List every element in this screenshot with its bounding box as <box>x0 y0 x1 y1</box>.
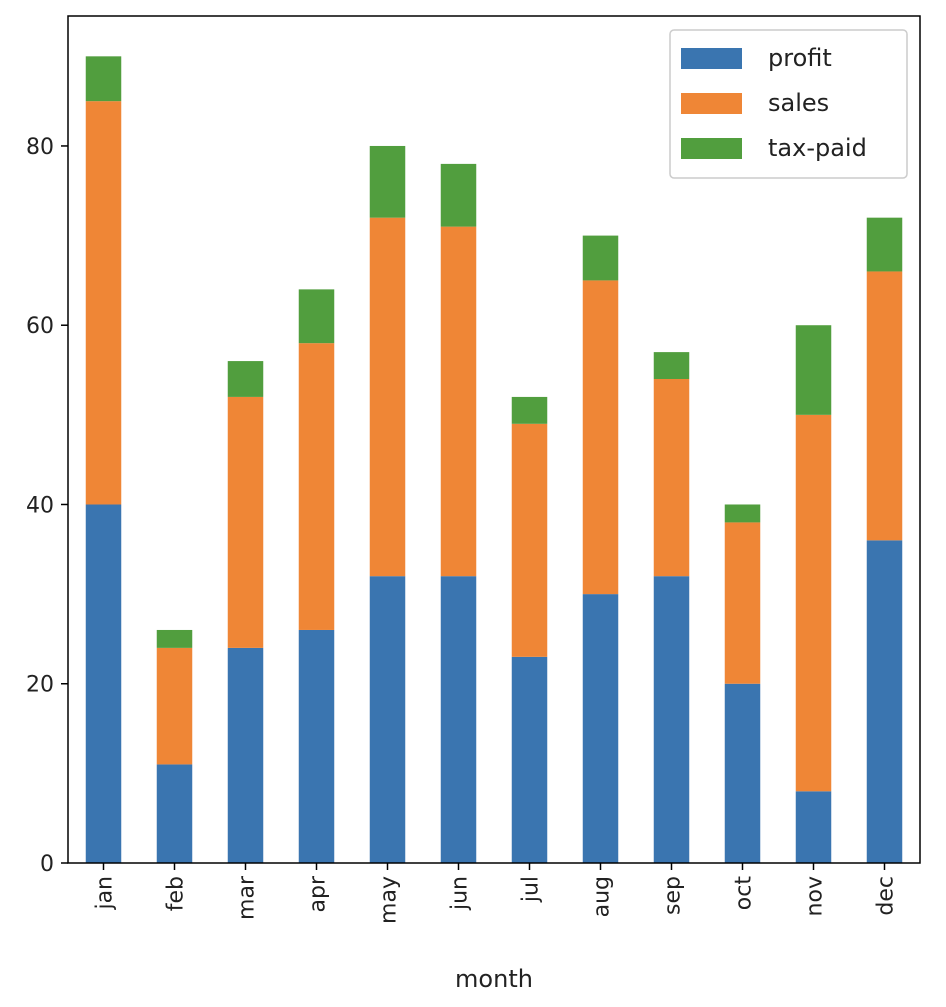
bar-tax-paid-jul <box>511 396 548 424</box>
x-tick-label: jul <box>519 876 544 903</box>
x-tick-label: jun <box>448 876 473 911</box>
y-tick-label: 60 <box>26 314 54 339</box>
bar-tax-paid-aug <box>582 235 619 281</box>
bar-sales-apr <box>298 343 335 630</box>
legend-swatch-sales <box>681 93 742 114</box>
x-axis: jan feb mar apr may jun jul aug sep oct nov dec <box>93 863 899 924</box>
bar-sales-sep <box>653 379 690 577</box>
x-tick-label: jan <box>93 876 118 911</box>
x-tick-label: nov <box>803 876 828 916</box>
y-tick-label: 80 <box>26 135 54 160</box>
bar-profit-dec <box>866 540 903 863</box>
x-tick-label: may <box>377 876 402 924</box>
bar-sales-jun <box>440 226 477 577</box>
bar-sales-jul <box>511 423 548 657</box>
bar-profit-sep <box>653 576 690 863</box>
bar-tax-paid-may <box>369 145 406 218</box>
bar-profit-jan <box>85 504 122 863</box>
bar-profit-mar <box>227 647 264 863</box>
bar-tax-paid-mar <box>227 361 264 397</box>
bar-tax-paid-sep <box>653 352 690 379</box>
legend-swatch-tax-paid <box>681 138 742 159</box>
bars-layer <box>85 56 903 863</box>
bar-profit-jun <box>440 576 477 863</box>
bar-tax-paid-nov <box>795 325 832 415</box>
x-tick-label: sep <box>661 876 686 915</box>
y-tick-label: 0 <box>40 852 54 877</box>
bar-tax-paid-oct <box>724 504 761 523</box>
bar-sales-dec <box>866 271 903 541</box>
bar-sales-may <box>369 217 406 577</box>
y-tick-label: 20 <box>26 673 54 698</box>
x-tick-label: mar <box>235 875 260 920</box>
bar-profit-jul <box>511 656 548 863</box>
y-axis: 0 20 40 60 80 <box>26 135 68 877</box>
legend-swatch-profit <box>681 48 742 69</box>
bar-sales-aug <box>582 280 619 595</box>
bar-sales-nov <box>795 414 832 792</box>
bar-sales-feb <box>156 647 193 765</box>
bar-profit-may <box>369 576 406 863</box>
bar-profit-apr <box>298 629 335 863</box>
y-tick-label: 40 <box>26 493 54 518</box>
legend-label-profit: profit <box>768 44 832 72</box>
x-tick-label: aug <box>590 876 615 917</box>
bar-profit-nov <box>795 791 832 863</box>
x-tick-label: apr <box>306 875 331 912</box>
x-axis-label: month <box>455 965 533 993</box>
bar-profit-feb <box>156 764 193 863</box>
plot-frame <box>67 15 921 864</box>
bar-sales-jan <box>85 101 122 505</box>
legend-label-tax-paid: tax-paid <box>768 134 867 162</box>
bar-profit-oct <box>724 683 761 863</box>
x-tick-label: oct <box>732 876 757 911</box>
bar-tax-paid-dec <box>866 217 903 272</box>
bar-sales-mar <box>227 396 264 648</box>
legend: profit sales tax-paid <box>669 29 908 179</box>
bar-profit-aug <box>582 594 619 863</box>
bar-tax-paid-feb <box>156 629 193 648</box>
x-tick-label: feb <box>164 876 189 911</box>
bar-tax-paid-apr <box>298 289 335 344</box>
bar-tax-paid-jun <box>440 163 477 227</box>
legend-label-sales: sales <box>768 89 829 117</box>
bar-sales-oct <box>724 522 761 684</box>
bar-tax-paid-jan <box>85 56 122 102</box>
x-tick-label: dec <box>874 876 899 916</box>
